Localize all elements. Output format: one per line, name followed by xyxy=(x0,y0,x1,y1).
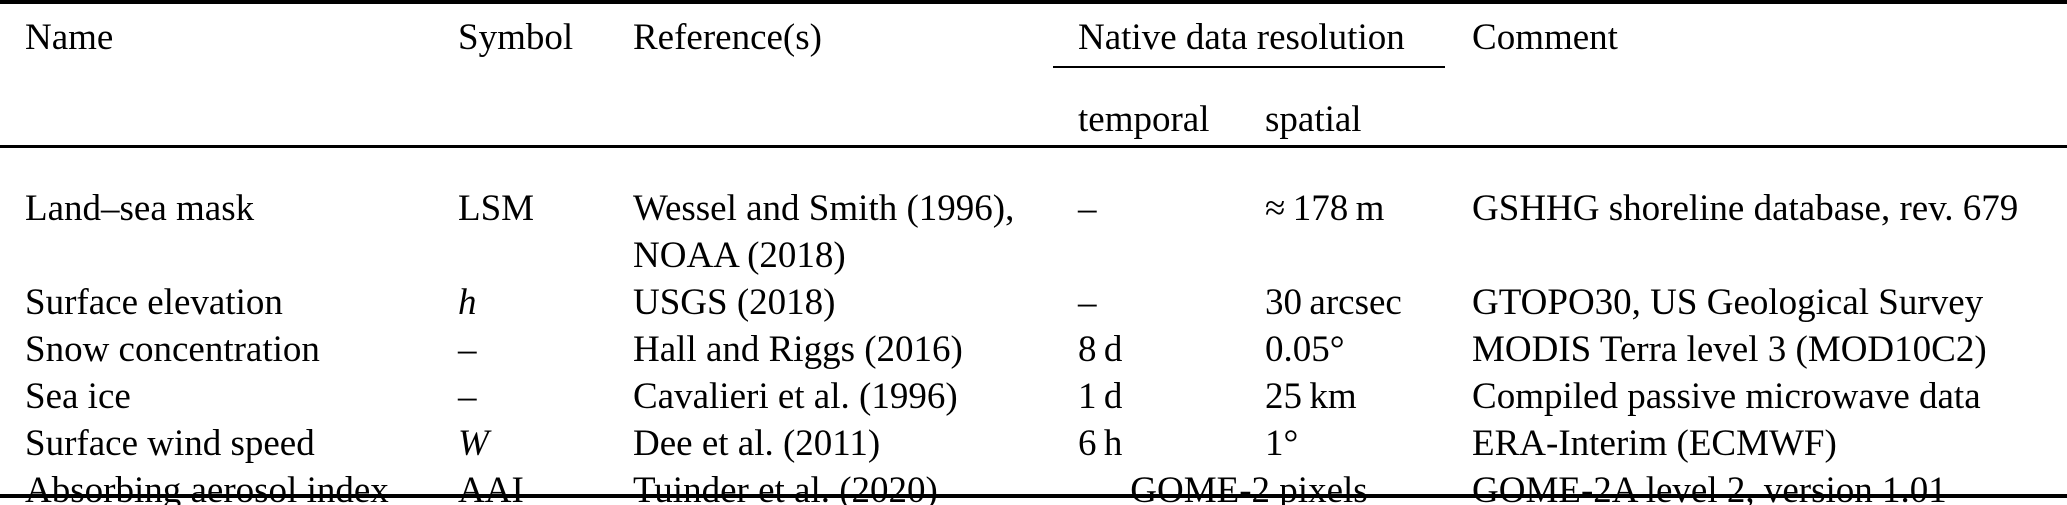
cell-name: Absorbing aerosol index xyxy=(25,470,389,505)
cell-references: Dee et al. (2011) xyxy=(633,423,881,464)
cell-symbol: – xyxy=(458,376,477,417)
cell-references: Wessel and Smith (1996), NOAA (2018) xyxy=(633,188,1015,276)
cell-comment: GOME-2A level 2, version 1.01 xyxy=(1472,470,1947,505)
column-header-temporal: temporal xyxy=(1078,99,1210,140)
cell-spatial: 0.05° xyxy=(1265,329,1345,370)
column-header-spatial: spatial xyxy=(1265,99,1362,140)
table-header: Name Symbol Reference(s) Native data res… xyxy=(0,0,2067,173)
cell-spatial: 30 arcsec xyxy=(1265,282,1402,323)
cell-comment: GSHHG shoreline database, rev. 679 xyxy=(1472,188,2019,229)
cell-name: Snow concentration xyxy=(25,329,320,370)
column-header-references: Reference(s) xyxy=(633,17,822,58)
table-body: Land–sea mask LSM Wessel and Smith (1996… xyxy=(0,173,2067,505)
cell-temporal: – xyxy=(1078,188,1097,229)
header-row-main: Name Symbol Reference(s) Native data res… xyxy=(0,0,2067,84)
cell-temporal: 6 h xyxy=(1078,423,1123,464)
table-row: Absorbing aerosol index AAI Tuinder et a… xyxy=(0,467,2067,505)
cell-symbol: LSM xyxy=(458,188,535,229)
cell-spatial: ≈ 178 m xyxy=(1265,188,1385,229)
cell-temporal: 8 d xyxy=(1078,329,1123,370)
table-row: Surface elevation h USGS (2018) – 30 arc… xyxy=(0,279,2067,326)
cell-temporal: – xyxy=(1078,282,1097,323)
cell-name: Sea ice xyxy=(25,376,131,417)
cell-symbol: h xyxy=(458,282,477,323)
column-header-symbol: Symbol xyxy=(458,17,574,58)
cell-comment: ERA-Interim (ECMWF) xyxy=(1472,423,1837,464)
cell-name: Land–sea mask xyxy=(25,188,255,229)
header-row-sub: temporal spatial xyxy=(0,84,2067,173)
table-header-rule xyxy=(0,145,2067,148)
cell-name: Surface wind speed xyxy=(25,423,315,464)
cell-symbol: AAI xyxy=(458,470,524,505)
cell-references: Cavalieri et al. (1996) xyxy=(633,376,958,417)
resolution-group-underline xyxy=(1053,66,1445,68)
cell-symbol: – xyxy=(458,329,477,370)
table-top-rule xyxy=(0,0,2067,4)
table-row: Snow concentration – Hall and Riggs (201… xyxy=(0,326,2067,373)
cell-comment: Compiled passive microwave data xyxy=(1472,376,1981,417)
cell-resolution-merged: GOME-2 pixels xyxy=(1130,470,1368,505)
table-row: Land–sea mask LSM Wessel and Smith (1996… xyxy=(0,173,2067,279)
table-row: Sea ice – Cavalieri et al. (1996) 1 d 25… xyxy=(0,373,2067,420)
cell-references: USGS (2018) xyxy=(633,282,836,323)
cell-references: Tuinder et al. (2020) xyxy=(633,470,938,505)
cell-name: Surface elevation xyxy=(25,282,283,323)
column-header-comment: Comment xyxy=(1472,17,1618,58)
cell-symbol: W xyxy=(458,423,489,464)
table-row: Surface wind speed W Dee et al. (2011) 6… xyxy=(0,420,2067,467)
cell-temporal: 1 d xyxy=(1078,376,1123,417)
cell-references: Hall and Riggs (2016) xyxy=(633,329,963,370)
cell-comment: GTOPO30, US Geological Survey xyxy=(1472,282,1984,323)
column-header-resolution-group: Native data resolution xyxy=(1078,17,1405,58)
table-bottom-rule xyxy=(0,494,2067,498)
cell-spatial: 1° xyxy=(1265,423,1299,464)
cell-comment: MODIS Terra level 3 (MOD10C2) xyxy=(1472,329,1987,370)
column-header-name: Name xyxy=(25,17,114,58)
cell-spatial: 25 km xyxy=(1265,376,1357,417)
